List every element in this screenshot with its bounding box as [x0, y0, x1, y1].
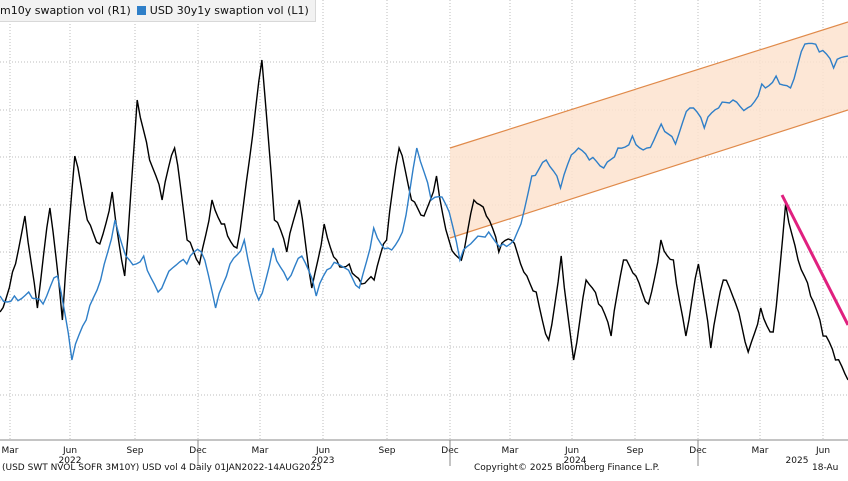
year-label: 2022 [59, 456, 82, 466]
channel-lower-edge [449, 109, 848, 239]
x-tick-label: Sep [127, 446, 144, 456]
legend-swatch-blue [136, 6, 146, 15]
x-tick-label: Mar [252, 446, 269, 456]
x-tick-label: Sep [379, 446, 396, 456]
legend-item-black: m10y swaption vol (R1) [0, 4, 131, 17]
channel-upper-edge [449, 21, 848, 149]
legend-label-black: m10y swaption vol (R1) [0, 4, 131, 17]
x-tick-label: Mar [752, 446, 769, 456]
x-tick-label: Jun [62, 446, 77, 456]
legend-item-blue: USD 30y1y swaption vol (L1) [136, 4, 309, 17]
year-label: 2024 [564, 456, 587, 466]
x-tick-label: Jun [315, 446, 330, 456]
footer-source-left: (USD SWT NVOL SOFR 3M10Y) USD vol 4 Dail… [2, 463, 322, 473]
legend: m10y swaption vol (R1) USD 30y1y swaptio… [0, 0, 316, 22]
series-line-black [0, 59, 848, 381]
series-line-blue [0, 42, 848, 361]
upward-channel-fill [450, 22, 848, 238]
footer-copyright: Copyright© 2025 Bloomberg Finance L.P. [474, 463, 660, 473]
footer-date-right: 18-Au [812, 463, 839, 473]
x-tick-label: Jun [815, 446, 830, 456]
x-tick-label: Mar [502, 446, 519, 456]
x-tick-label: Sep [627, 446, 644, 456]
x-tick-label: Jun [564, 446, 579, 456]
year-label: 2025 [786, 456, 809, 466]
x-tick-label: Mar [2, 446, 19, 456]
downward-trend-line [780, 194, 848, 326]
legend-label-blue: USD 30y1y swaption vol (L1) [149, 4, 309, 17]
year-label: 2023 [312, 456, 335, 466]
